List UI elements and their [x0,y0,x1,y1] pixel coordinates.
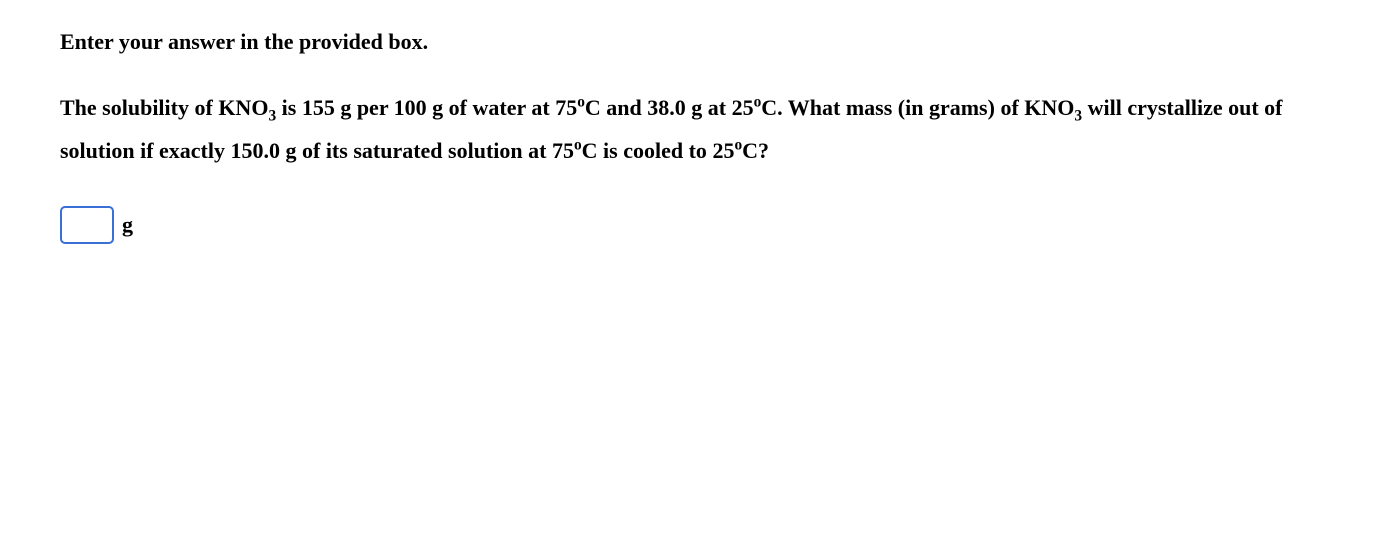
temp-unit: C [585,95,601,120]
instruction-text: Enter your answer in the provided box. [60,28,1326,57]
temp-value: 75 [555,95,577,120]
question-segment: . What mass (in grams) of [777,95,1024,120]
degree-symbol: o [574,137,582,154]
question-segment: is 155 g per 100 g of water at [276,95,555,120]
temperature-75c: 75oC [555,95,601,120]
question-segment: The solubility of [60,95,218,120]
question-segment: ? [758,138,769,163]
temp-unit: C [742,138,758,163]
compound-base: KNO [1024,95,1074,120]
temp-value: 75 [552,138,574,163]
temp-value: 25 [732,95,754,120]
question-segment: and 38.0 g at [601,95,732,120]
temp-unit: C [761,95,777,120]
compound-base: KNO [218,95,268,120]
temperature-25c: 25oC [712,138,758,163]
answer-unit: g [122,212,133,238]
answer-input[interactable] [60,206,114,244]
temp-unit: C [582,138,598,163]
compound-kno3: KNO3 [1024,95,1082,120]
compound-kno3: KNO3 [218,95,276,120]
degree-symbol: o [577,93,585,110]
temperature-75c: 75oC [552,138,598,163]
temperature-25c: 25oC [732,95,778,120]
question-text: The solubility of KNO3 is 155 g per 100 … [60,87,1326,172]
degree-symbol: o [734,137,742,154]
question-segment: is cooled to [598,138,713,163]
question-page: Enter your answer in the provided box. T… [0,0,1386,558]
answer-row: g [60,206,1326,244]
compound-subscript: 3 [268,107,276,124]
compound-subscript: 3 [1074,107,1082,124]
temp-value: 25 [712,138,734,163]
